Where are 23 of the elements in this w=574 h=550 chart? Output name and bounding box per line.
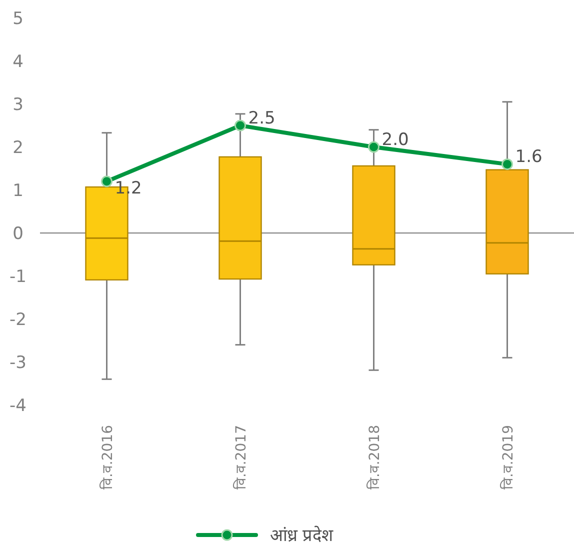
y-tick-label: -1 bbox=[10, 266, 26, 287]
point bbox=[101, 176, 112, 188]
data-label: 2.0 bbox=[382, 130, 409, 150]
legend-label: आंध्र प्रदेश bbox=[270, 524, 334, 546]
x-tick-label: वि.व.2017 bbox=[232, 425, 250, 490]
data-label: 1.2 bbox=[114, 178, 142, 198]
point bbox=[234, 120, 246, 132]
y-tick-label: 2 bbox=[12, 138, 24, 158]
y-tick-label: -2 bbox=[10, 310, 26, 330]
y-tick-label: -4 bbox=[10, 396, 26, 416]
point bbox=[502, 158, 513, 170]
y-tick-label: 5 bbox=[12, 8, 24, 29]
x-tick-label: वि.व.2016 bbox=[98, 424, 116, 490]
y-tick-label: 4 bbox=[12, 52, 24, 72]
data-label: 2.5 bbox=[248, 108, 276, 128]
x-tick-label: वि.व.2019 bbox=[499, 425, 516, 490]
y-tick-label: 3 bbox=[12, 94, 24, 115]
x-tick-label: वि.व.2018 bbox=[366, 425, 383, 490]
y-tick-label: 1 bbox=[12, 180, 24, 201]
point bbox=[368, 141, 380, 153]
y-tick-label: 0 bbox=[12, 224, 24, 244]
data-label: 1.6 bbox=[515, 147, 542, 168]
y-tick-label: -3 bbox=[10, 352, 26, 373]
